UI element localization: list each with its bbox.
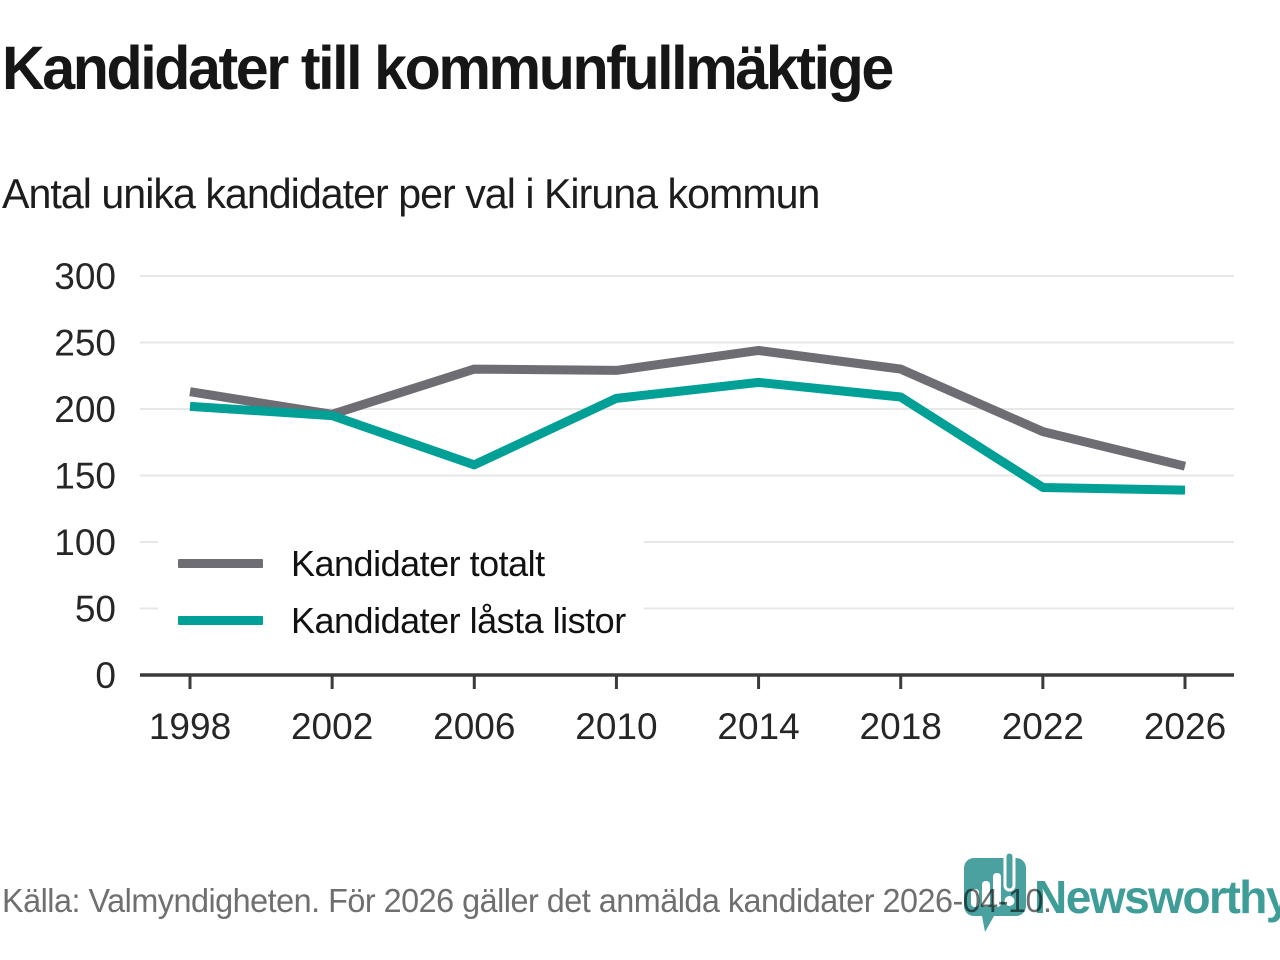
legend-label: Kandidater låsta listor: [291, 599, 626, 641]
newsworthy-wordmark: Newsworthy: [1034, 871, 1280, 923]
x-axis-tick-label: 2002: [291, 706, 373, 747]
y-axis-tick-label: 0: [95, 655, 116, 696]
y-axis-tick-label: 300: [54, 256, 116, 297]
legend-item-totalt: Kandidater totalt: [178, 535, 626, 592]
x-axis-tick-label: 2026: [1144, 706, 1226, 747]
y-axis-tick-label: 150: [54, 456, 116, 497]
source-note: Källa: Valmyndigheten. För 2026 gäller d…: [2, 882, 1052, 919]
y-axis-tick-label: 250: [54, 323, 116, 364]
x-axis-tick-label: 2010: [575, 706, 657, 747]
y-axis-tick-label: 50: [75, 589, 116, 630]
legend-swatch-gray: [178, 559, 263, 568]
y-axis-tick-label: 100: [54, 522, 116, 563]
series-line-kandidater-totalt: [189, 345, 1187, 471]
x-axis-tick-label: 1998: [149, 706, 231, 747]
line-chart: 0 50 100 150 200 250 300 1998 2002 2006 2010 2014 20…: [0, 240, 1280, 770]
x-axis-tick-label: 2022: [1002, 706, 1084, 747]
newsworthy-bar-chart-icon: [964, 852, 1026, 932]
y-axis-tick-label: 200: [54, 389, 116, 430]
newsworthy-logo: Newsworthy: [960, 852, 1280, 938]
x-axis-tick-label: 2018: [860, 706, 942, 747]
legend-label: Kandidater totalt: [291, 542, 545, 584]
chart-subtitle: Antal unika kandidater per val i Kiruna …: [2, 170, 820, 217]
chart-canvas: 0 50 100 150 200 250 300 1998 2002 2006 2010 2014 20…: [54, 256, 1234, 747]
series-line-kandidater-l-sta-listor: [189, 377, 1186, 495]
x-axis-tick-label: 2014: [717, 706, 799, 747]
legend-item-lasta-listor: Kandidater låsta listor: [178, 592, 626, 649]
chart-title: Kandidater till kommunfullmäktige: [2, 34, 894, 102]
legend-swatch-teal: [178, 616, 263, 625]
x-axis-tick-label: 2006: [433, 706, 515, 747]
chart-legend: Kandidater totalt Kandidater låsta listo…: [158, 533, 644, 651]
